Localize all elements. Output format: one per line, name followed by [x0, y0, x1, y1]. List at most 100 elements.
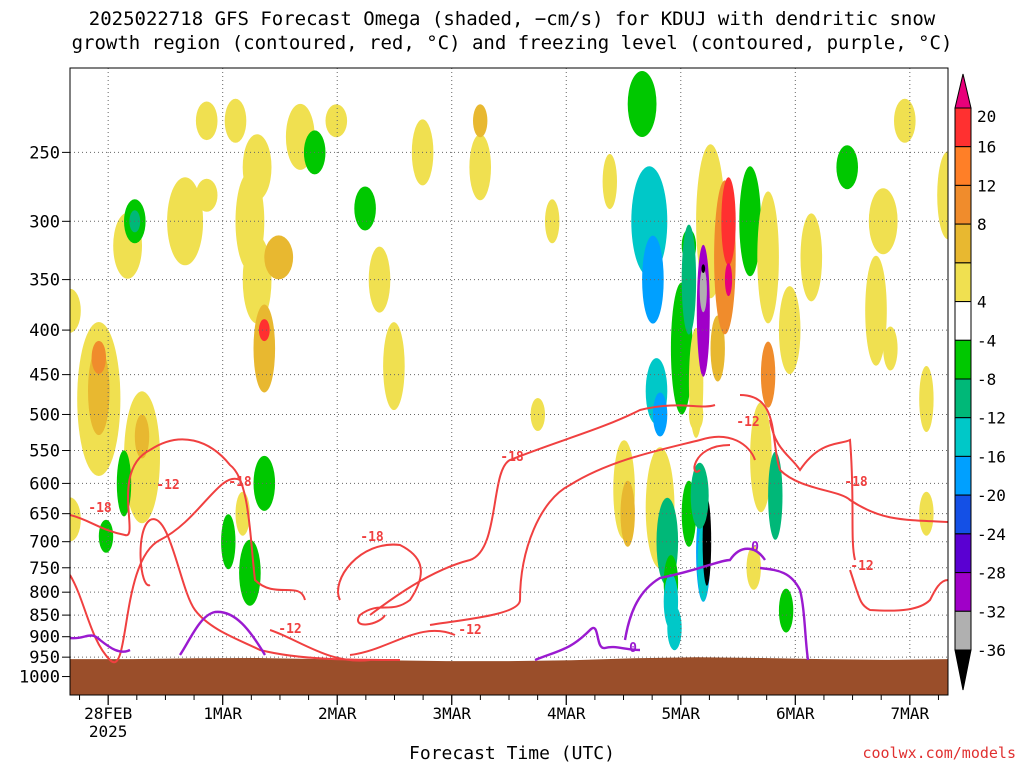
omega-patch: [70, 497, 81, 542]
omega-patch: [469, 134, 492, 201]
y-tick-label: 550: [29, 442, 60, 462]
colorbar-label: 12: [977, 176, 996, 195]
omega-patch: [98, 519, 114, 553]
omega-patch: [602, 154, 617, 209]
x-tick-label: 3MAR: [432, 704, 471, 723]
omega-patch: [627, 71, 657, 137]
omega-patch: [253, 455, 276, 511]
colorbar-swatch: [954, 455, 972, 496]
omega-patch: [368, 246, 391, 313]
y-tick-label: 850: [29, 606, 60, 626]
y-tick-label: 350: [29, 271, 60, 291]
dgz-contour-label: -18: [228, 475, 252, 490]
x-axis-label: Forecast Time (UTC): [409, 743, 615, 764]
x-tick-label: 1MAR: [203, 704, 242, 723]
omega-patch: [652, 392, 668, 437]
dgz-contour: [337, 543, 422, 626]
omega-patch: [383, 322, 405, 411]
omega-patch: [724, 263, 733, 297]
omega-patch: [919, 366, 934, 432]
contour-labels: -18 -12 -18 -12 -18 -18 -12 -12 -18 -12 0 0: [88, 415, 873, 656]
omega-patch: [681, 224, 697, 335]
colorbar-swatch: [954, 572, 972, 612]
omega-patch: [88, 347, 110, 436]
freezing-contour-label: 0: [751, 540, 759, 555]
omega-patch: [760, 341, 776, 408]
y-tick-label: 700: [29, 533, 60, 553]
omega-patch: [883, 326, 898, 371]
y-tick-label: 800: [29, 583, 60, 603]
chart-title-line-1: 2025022718 GFS Forecast Omega (shaded, −…: [88, 8, 936, 30]
omega-patch: [710, 315, 725, 382]
omega-patch: [721, 177, 736, 266]
dgz-contour: [139, 518, 401, 661]
omega-patch: [701, 264, 706, 273]
colorbar-label: 4: [977, 293, 987, 312]
colorbar-swatch: [954, 301, 972, 341]
omega-patch: [868, 188, 898, 255]
omega-patch: [937, 151, 948, 240]
omega-patch: [91, 340, 107, 374]
colorbar-swatch: [954, 184, 972, 225]
dgz-contour: [70, 438, 306, 601]
x-tick-label: 5MAR: [662, 704, 701, 723]
omega-patch: [134, 414, 150, 459]
colorbar-swatch: [954, 262, 972, 303]
dgz-contour: [349, 629, 456, 656]
omega-patch: [70, 288, 81, 333]
dgz-contour: [769, 419, 856, 561]
omega-patch: [167, 177, 204, 266]
freezing-contour: [534, 626, 641, 662]
y-tick-label: 750: [29, 559, 60, 579]
x-tick-label: 6MAR: [776, 704, 815, 723]
ground-terrain: [70, 657, 948, 695]
colorbar-swatch: [954, 533, 972, 574]
colorbar-label: -20: [977, 486, 1006, 505]
colorbar-label: 20: [977, 107, 996, 126]
y-tick-label: 1000: [19, 668, 60, 688]
x-year-label: 2025: [89, 722, 128, 741]
freezing-contour: [70, 634, 131, 653]
colorbar-swatch: [954, 107, 972, 148]
omega-patch: [778, 588, 794, 633]
dgz-contour: [269, 629, 371, 662]
omega-patch: [620, 480, 635, 547]
freezing-contour-label: 0: [629, 641, 637, 656]
y-axis: 2503003504004505005506006507007508008509…: [19, 143, 70, 688]
dgz-contour-label: -12: [458, 623, 481, 638]
omega-patch: [258, 319, 270, 342]
x-tick-label: 2MAR: [318, 704, 357, 723]
colorbar: 20 16 12 8 4 -4 -8 -12 -16 -20 -24 -28 -32 -36: [954, 73, 1006, 691]
omega-patch: [195, 178, 218, 212]
y-tick-label: 400: [29, 321, 60, 341]
dgz-contour-label: -18: [88, 501, 112, 516]
omega-patch: [253, 304, 276, 393]
credit-text: coolwx.com/models: [862, 744, 1016, 762]
colorbar-label: -28: [977, 564, 1006, 583]
omega-patch: [690, 462, 709, 529]
omega-patch: [264, 235, 294, 280]
omega-patch: [242, 134, 272, 201]
colorbar-bottom-arrow: [954, 649, 972, 691]
colorbar-label: -4: [977, 331, 996, 350]
colorbar-swatch: [954, 610, 972, 651]
omega-shading: [70, 71, 948, 651]
omega-patch: [530, 398, 545, 431]
omega-patch: [894, 98, 916, 143]
dgz-contour-label: -18: [844, 475, 868, 490]
dgz-contour: [849, 569, 948, 612]
x-tick-label: 4MAR: [547, 704, 586, 723]
omega-patch: [545, 199, 560, 244]
omega-patch: [221, 514, 236, 570]
omega-patch: [800, 213, 823, 302]
freezing-contour: [623, 547, 766, 641]
omega-patch: [757, 191, 779, 324]
colorbar-label: 16: [977, 138, 996, 157]
y-tick-label: 450: [29, 366, 60, 386]
grid-lines: [70, 68, 948, 695]
colorbar-label: -24: [977, 525, 1006, 544]
y-tick-label: 900: [29, 628, 60, 648]
omega-patch: [224, 98, 247, 143]
colorbar-swatch: [954, 378, 972, 419]
omega-patch: [239, 539, 261, 606]
